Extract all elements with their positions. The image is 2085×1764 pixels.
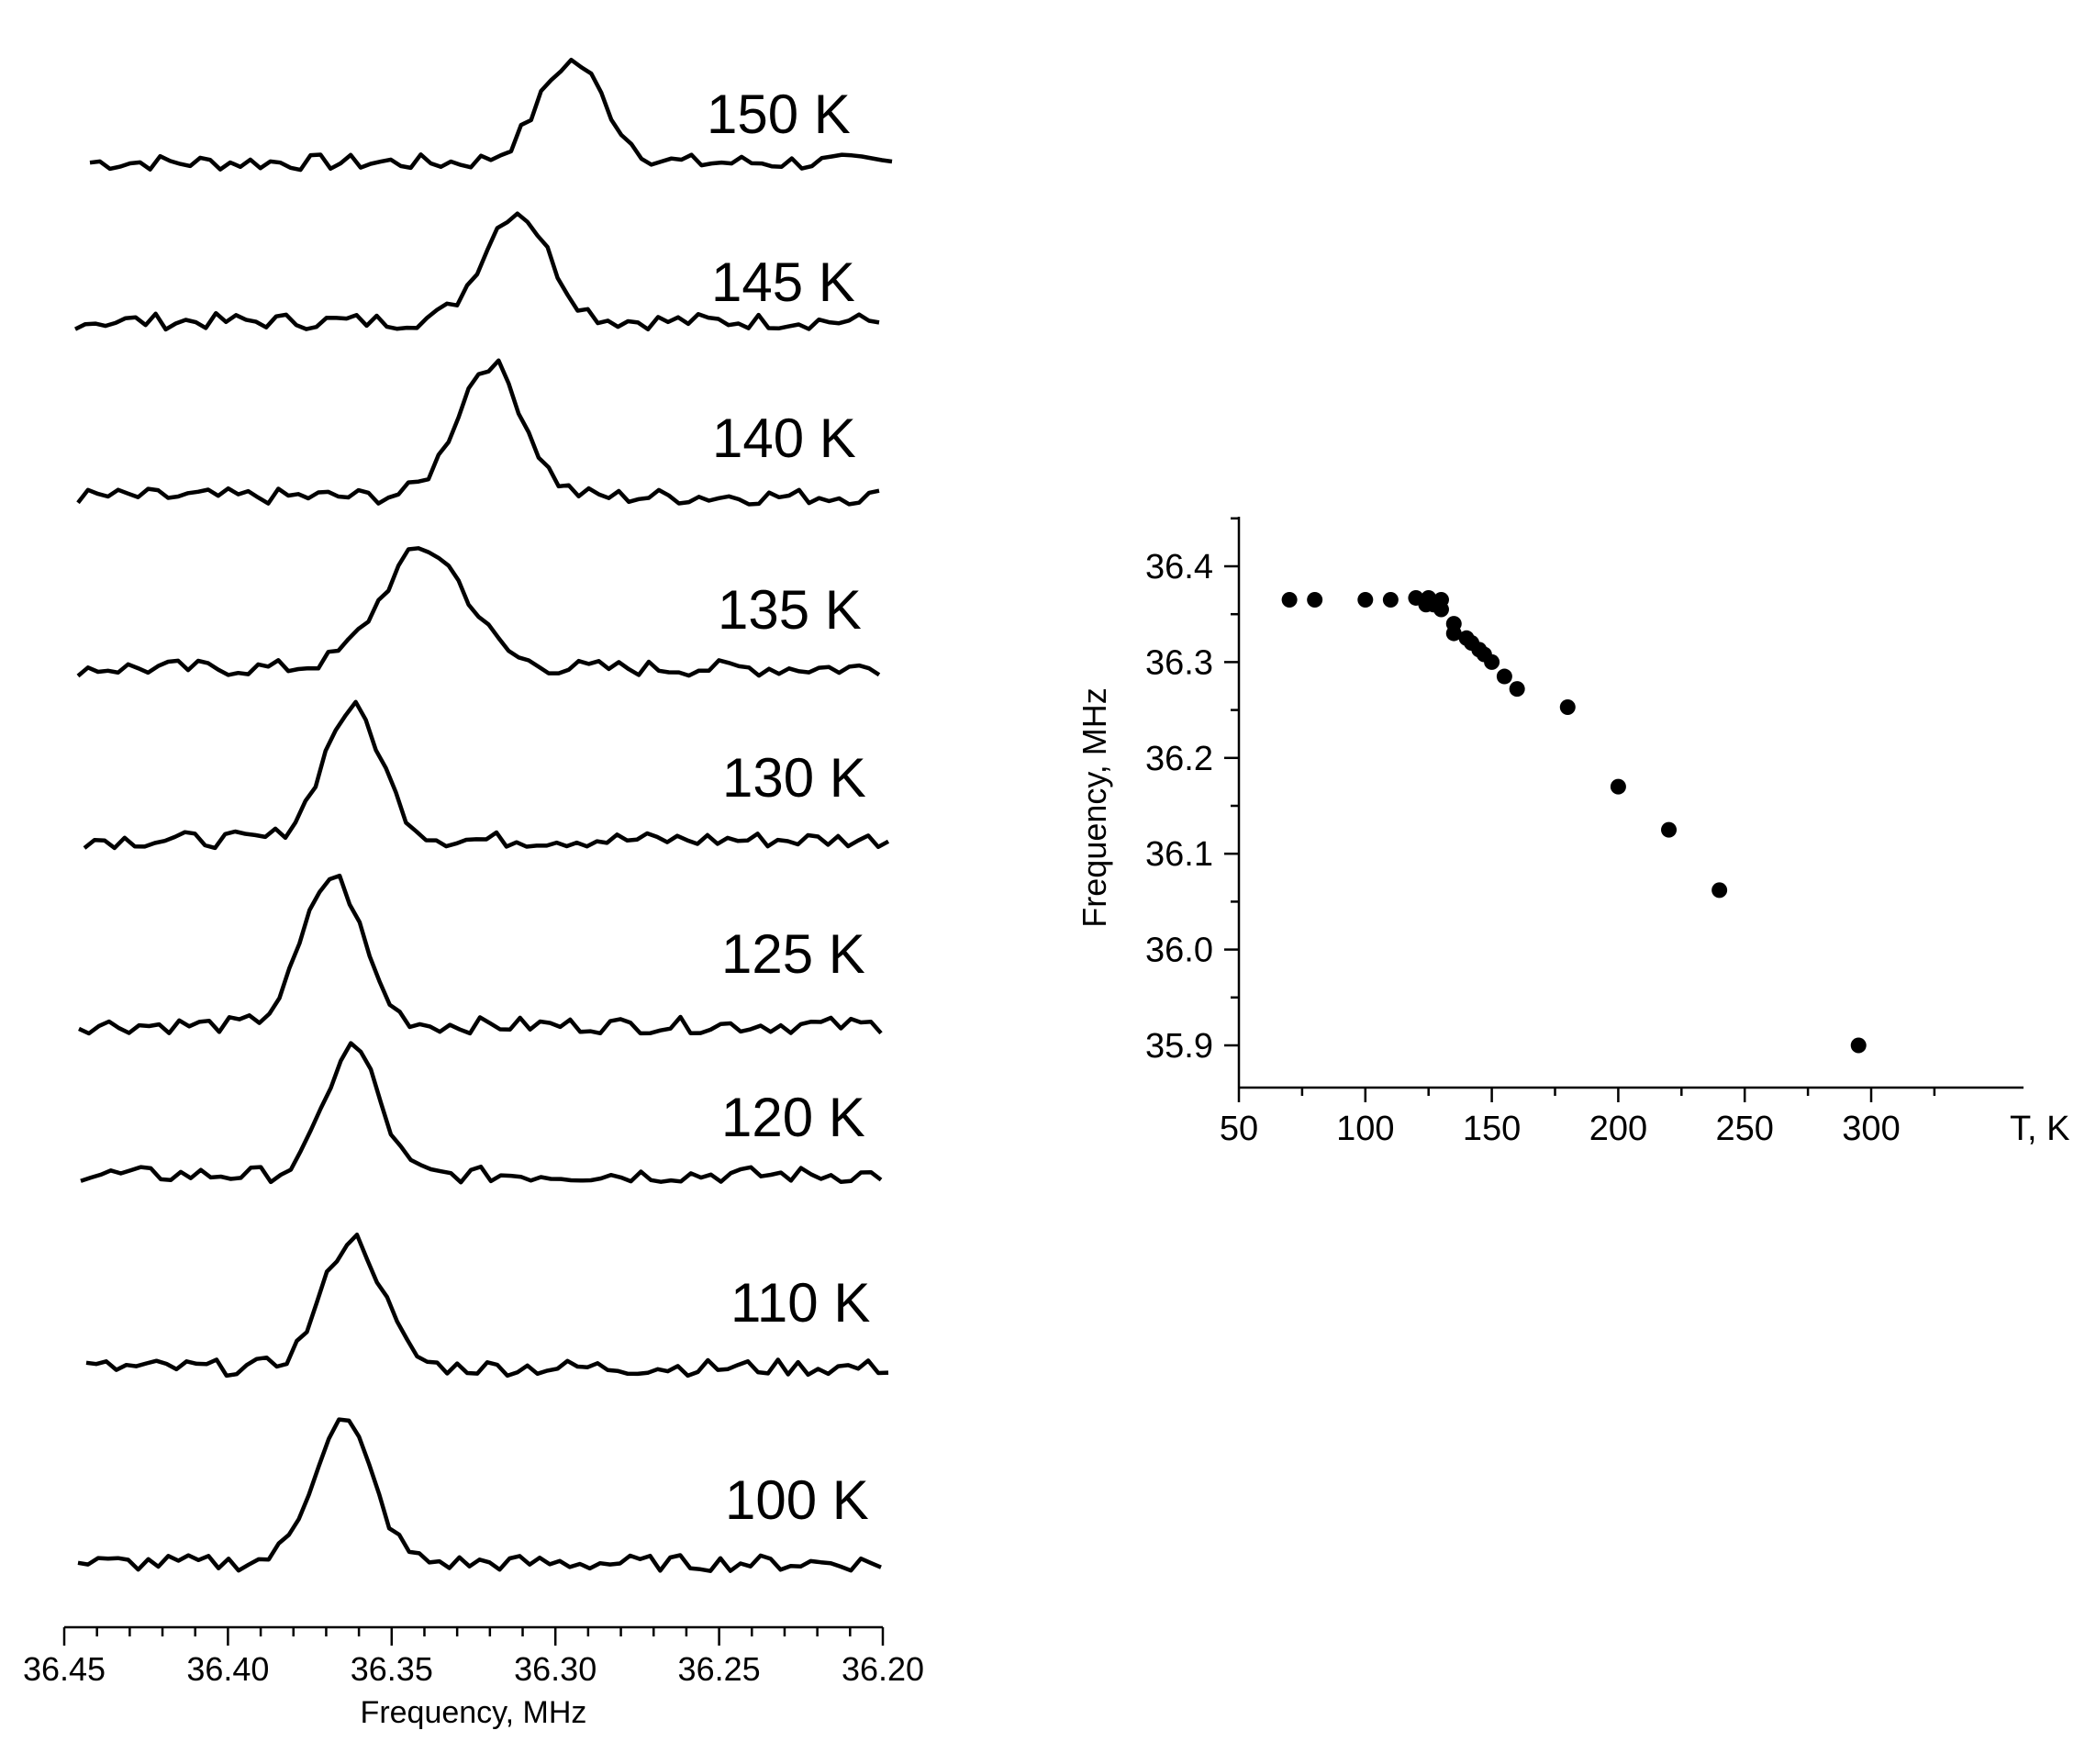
trace-temperature-label: 145 K [711,251,855,313]
x-tick-label: 36.40 [186,1650,269,1688]
spectrum-trace [80,1041,883,1185]
data-point [1610,778,1626,795]
data-point [1433,592,1449,608]
y-axis-label: Frequency, MHz [1076,687,1113,927]
x-tick-label: 50 [1220,1110,1258,1148]
spectrum-trace [77,1417,882,1573]
spectrum-trace [83,699,890,851]
x-tick-label: 36.45 [23,1650,106,1688]
y-tick-label: 36.1 [1145,835,1213,874]
data-point [1484,653,1500,670]
trace-temperature-label: 100 K [725,1469,869,1531]
data-point [1559,698,1576,715]
x-tick-label: 100 [1336,1110,1394,1148]
data-point [1382,592,1399,608]
trace-temperature-label: 140 K [712,408,856,469]
spectrum-trace [76,546,881,678]
y-tick-label: 36.3 [1145,643,1213,682]
spectrum-trace [85,1233,889,1379]
x-tick-label: 36.25 [678,1650,761,1688]
spectrum-trace [78,873,883,1036]
data-point [1445,625,1462,642]
x-tick-label: 200 [1589,1110,1647,1148]
x-axis-label: Frequency, MHz [361,1695,587,1730]
x-tick-label: 250 [1715,1110,1773,1148]
x-tick-label: 36.30 [514,1650,597,1688]
trace-temperature-label: 130 K [722,747,866,809]
data-point [1711,882,1728,899]
x-tick-label: 300 [1842,1110,1900,1148]
data-point [1281,592,1298,608]
frequency-vs-temperature-panel: 50 100 150 200 250 300 T, K 35.9 36.0 36.1 36.2 36.… [1076,517,2069,1148]
y-tick-label: 36.4 [1145,548,1213,586]
trace-temperature-label: 150 K [707,84,851,145]
x-tick-label: 36.20 [842,1650,924,1688]
spectrum-trace [89,57,893,173]
x-axis-label: T, K [2010,1110,2069,1148]
trace-temperature-label: 120 K [721,1087,865,1148]
y-tick-label: 36.2 [1145,740,1213,778]
x-tick-label: 150 [1463,1110,1521,1148]
trace-temperature-label: 125 K [721,923,865,985]
y-tick-label: 35.9 [1145,1027,1213,1066]
data-point [1850,1037,1867,1054]
spectrum-trace [76,358,880,507]
data-point [1357,592,1374,608]
spectrum-trace [74,211,880,332]
trace-temperature-label: 135 K [718,579,862,641]
data-point [1496,668,1512,685]
data-point [1661,821,1678,838]
spectra-panel: 36.45 36.40 36.35 36.30 36.25 36.20 Frequency,… [23,57,924,1730]
y-tick-label: 36.0 [1145,932,1213,970]
data-point [1307,592,1323,608]
x-tick-label: 36.35 [351,1650,433,1688]
data-point [1509,681,1525,698]
trace-temperature-label: 110 K [730,1272,870,1334]
